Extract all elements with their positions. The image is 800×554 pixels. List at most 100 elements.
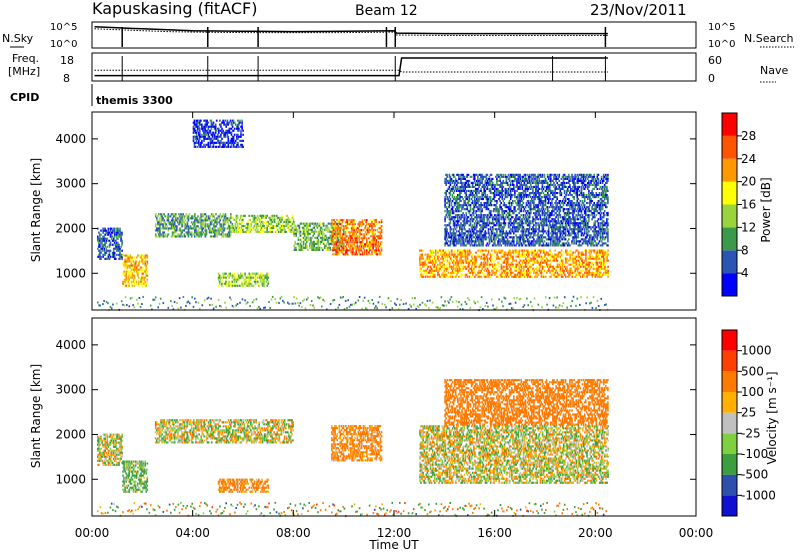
heatmap-cell bbox=[346, 227, 349, 230]
heatmap-cell bbox=[486, 242, 489, 245]
heatmap-cell bbox=[124, 264, 126, 267]
heatmap-cell bbox=[487, 228, 490, 231]
heatmap-cell bbox=[143, 278, 145, 281]
heatmap-cell bbox=[484, 275, 487, 278]
heatmap-cell bbox=[540, 259, 543, 262]
heatmap-cell bbox=[500, 257, 503, 260]
heatmap-cell bbox=[461, 183, 463, 186]
heatmap-cell bbox=[533, 269, 535, 272]
heatmap-cell bbox=[224, 274, 226, 277]
heatmap-cell bbox=[262, 226, 264, 229]
heatmap-cell bbox=[113, 241, 116, 244]
heatmap-cell bbox=[453, 259, 455, 262]
heatmap-cell bbox=[537, 255, 540, 258]
heatmap-cell bbox=[260, 224, 262, 227]
heatmap-cell bbox=[570, 249, 572, 252]
heatmap-cell bbox=[256, 282, 259, 285]
heatmap-cell bbox=[459, 206, 461, 209]
heatmap-cell bbox=[330, 236, 332, 239]
heatmap-cell bbox=[449, 200, 452, 203]
heatmap-cell bbox=[319, 228, 322, 231]
heatmap-cell bbox=[419, 249, 421, 252]
heatmap-cell bbox=[499, 251, 502, 254]
heatmap-cell bbox=[534, 257, 536, 260]
heatmap-cell bbox=[460, 210, 462, 213]
heatmap-cell bbox=[163, 219, 165, 222]
heatmap-cell bbox=[475, 220, 477, 223]
heatmap-cell bbox=[200, 235, 202, 238]
heatmap-cell bbox=[329, 242, 331, 245]
heatmap-cell bbox=[252, 284, 255, 287]
heatmap-cell bbox=[125, 276, 127, 279]
heatmap-cell bbox=[485, 236, 488, 239]
heatmap-cell bbox=[296, 224, 299, 227]
heatmap-cell bbox=[167, 213, 170, 216]
heatmap-cell bbox=[493, 271, 495, 274]
heatmap-cell bbox=[464, 261, 467, 264]
heatmap-cell bbox=[305, 230, 307, 233]
heatmap-cell bbox=[442, 253, 444, 256]
heatmap-cell bbox=[523, 249, 526, 252]
heatmap-cell bbox=[363, 249, 366, 252]
heatmap-cell bbox=[490, 234, 493, 237]
heatmap-cell bbox=[463, 255, 466, 258]
heatmap-cell bbox=[421, 249, 423, 252]
heatmap-cell bbox=[506, 269, 509, 272]
heatmap-cell bbox=[321, 228, 324, 231]
heatmap-cell bbox=[580, 253, 583, 256]
heatmap-cell bbox=[512, 210, 514, 213]
heatmap-cell bbox=[478, 265, 480, 268]
heatmap-cell bbox=[116, 237, 118, 240]
heatmap-cell bbox=[241, 284, 243, 287]
heatmap-cell bbox=[540, 263, 543, 266]
heatmap-cell bbox=[497, 236, 499, 239]
heatmap-cell bbox=[501, 271, 504, 274]
heatmap-cell bbox=[448, 263, 451, 266]
heatmap-cell bbox=[523, 265, 526, 268]
heatmap-cell bbox=[235, 278, 238, 281]
heatmap-cell bbox=[569, 259, 571, 262]
heatmap-cell bbox=[263, 280, 265, 283]
heatmap-cell bbox=[475, 261, 477, 264]
heatmap-cell bbox=[437, 267, 439, 270]
heatmap-cell bbox=[500, 173, 502, 176]
heatmap-cell bbox=[441, 273, 443, 276]
heatmap-cell bbox=[356, 247, 359, 250]
heatmap-cell bbox=[435, 255, 437, 258]
heatmap-cell bbox=[244, 284, 246, 287]
heatmap-cell bbox=[585, 269, 587, 272]
heatmap-cell bbox=[513, 236, 515, 239]
heatmap-cell bbox=[579, 269, 582, 272]
heatmap-cell bbox=[453, 251, 455, 254]
heatmap-cell bbox=[558, 269, 561, 272]
heatmap-cell bbox=[334, 233, 336, 236]
heatmap-cell bbox=[523, 255, 526, 258]
heatmap-cell bbox=[575, 273, 578, 276]
heatmap-cell bbox=[260, 214, 262, 217]
heatmap-cell bbox=[265, 216, 267, 219]
heatmap-cell bbox=[521, 273, 524, 276]
heatmap-cell bbox=[518, 251, 521, 254]
heatmap-cell bbox=[516, 273, 518, 276]
heatmap-cell bbox=[596, 259, 599, 262]
heatmap-cell bbox=[144, 264, 146, 267]
heatmap-cell bbox=[177, 217, 179, 220]
heatmap-cell bbox=[163, 213, 165, 216]
heatmap-cell bbox=[281, 218, 283, 221]
heatmap-cell bbox=[529, 267, 531, 270]
heatmap-cell bbox=[112, 247, 115, 250]
heatmap-cell bbox=[457, 222, 459, 225]
heatmap-cell bbox=[473, 175, 476, 178]
heatmap-cell bbox=[350, 247, 352, 250]
heatmap-cell bbox=[328, 242, 330, 245]
heatmap-cell bbox=[146, 262, 149, 265]
heatmap-cell bbox=[265, 222, 267, 225]
heatmap-cell bbox=[349, 237, 351, 240]
heatmap-cell bbox=[581, 263, 584, 266]
heatmap-cell bbox=[483, 257, 486, 260]
heatmap-cell bbox=[188, 231, 191, 234]
nsky-plot bbox=[94, 26, 608, 47]
heatmap-cell bbox=[184, 235, 187, 238]
heatmap-cell bbox=[359, 253, 362, 256]
heatmap-cell bbox=[375, 235, 378, 238]
